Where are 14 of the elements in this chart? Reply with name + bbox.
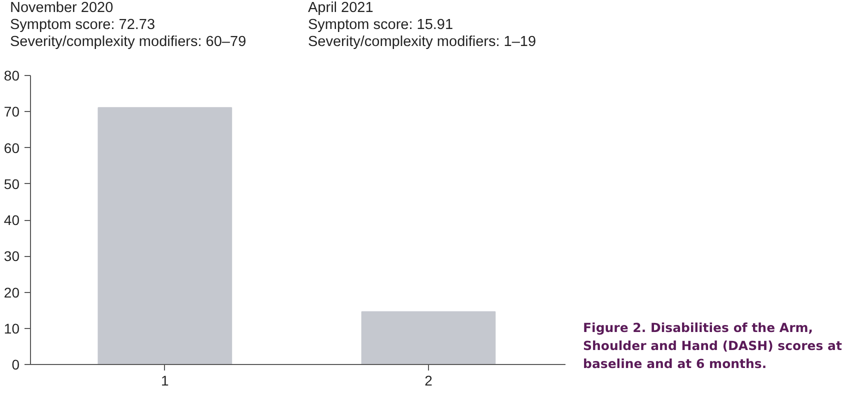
- y-tick-label: 40: [4, 212, 20, 228]
- x-tick-label: 2: [424, 372, 433, 388]
- y-tick-label: 30: [4, 248, 20, 264]
- text: November 2020 Symptom score: 72.73 Severity/complexity modifiers: 60–79: [10, 0, 246, 51]
- y-tick-label: 20: [4, 284, 20, 300]
- text: April 2021 Symptom score: 15.91 Severity/complexity modifiers: 1–19: [308, 0, 536, 51]
- y-tick-label: 50: [4, 176, 20, 192]
- y-tick-label: 0: [12, 356, 20, 372]
- y-tick-label: 10: [4, 320, 20, 336]
- y-tick-label: 80: [4, 68, 20, 84]
- x-tick-label: 1: [161, 372, 170, 388]
- caption: Figure 2. Disabilities of the Arm, Shoulder and Hand (DASH) scores at baseline and at 6 months.: [583, 319, 843, 373]
- y-tick-label: 70: [4, 104, 20, 120]
- y-tick-label: 60: [4, 140, 20, 156]
